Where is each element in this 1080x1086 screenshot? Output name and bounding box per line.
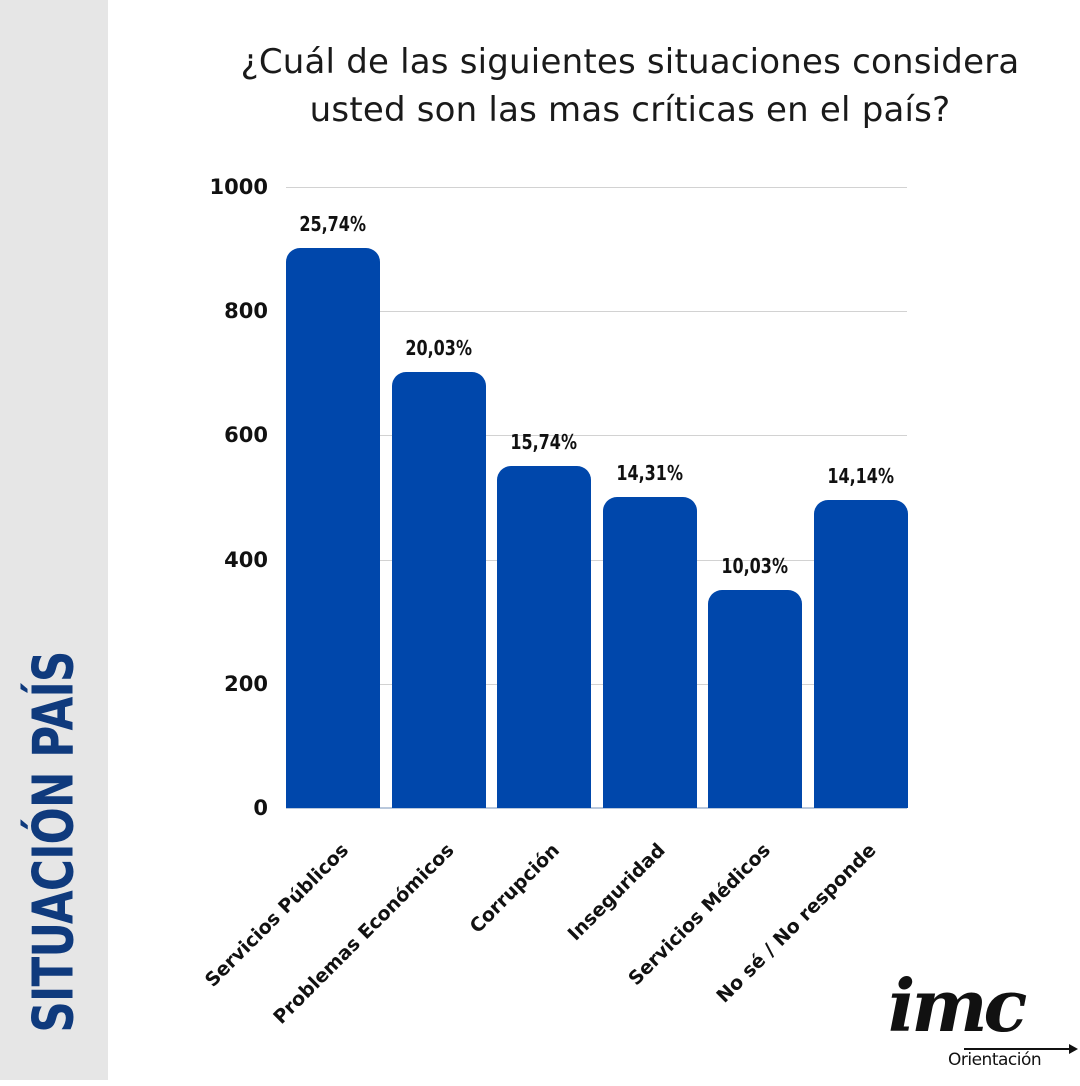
y-tick-label: 0 [253, 796, 268, 820]
bar-5[interactable] [708, 590, 802, 808]
y-tick-label: 400 [224, 547, 268, 572]
data-label: 25,74% [299, 211, 367, 236]
x-axis-line [286, 807, 907, 809]
bar-1[interactable] [286, 247, 380, 808]
arrow-icon [964, 1044, 1078, 1054]
gridline [286, 435, 907, 436]
chart-title-line-1: ¿Cuál de las siguientes situaciones cons… [240, 42, 1020, 82]
gridline [286, 684, 907, 685]
x-category-label: Problemas Económicos [268, 839, 458, 1029]
gridline [286, 560, 907, 561]
data-label: 14,14% [827, 463, 894, 488]
logo-wordmark: imc [888, 963, 1027, 1048]
bar-3[interactable] [497, 465, 591, 808]
chart-title: ¿Cuál de las siguientes situaciones cons… [130, 38, 1080, 134]
gridline [286, 187, 907, 188]
data-label: 10,03% [721, 554, 789, 579]
data-label: 14,31% [616, 460, 683, 485]
x-category-label: Corrupción [465, 839, 565, 938]
bar-6[interactable] [813, 499, 908, 808]
chart-title-line-2: usted son las mas críticas en el país? [309, 90, 951, 130]
y-tick-label: 200 [224, 671, 268, 696]
y-tick-label: 600 [224, 423, 268, 448]
y-tick-label: 1000 [209, 175, 268, 199]
gridline [286, 311, 907, 312]
sidebar-band: SITUACIÓN PAÍS [0, 0, 108, 1080]
imc-logo: imc Orientación [886, 963, 1078, 1074]
bar-2[interactable] [391, 372, 486, 808]
x-category-label: Inseguridad [563, 839, 670, 946]
y-tick-label: 800 [224, 299, 268, 324]
data-label: 15,74% [510, 429, 578, 454]
bar-4[interactable] [602, 496, 697, 808]
data-label: 20,03% [405, 336, 472, 361]
logo-subtitle: Orientación [948, 1050, 1042, 1070]
